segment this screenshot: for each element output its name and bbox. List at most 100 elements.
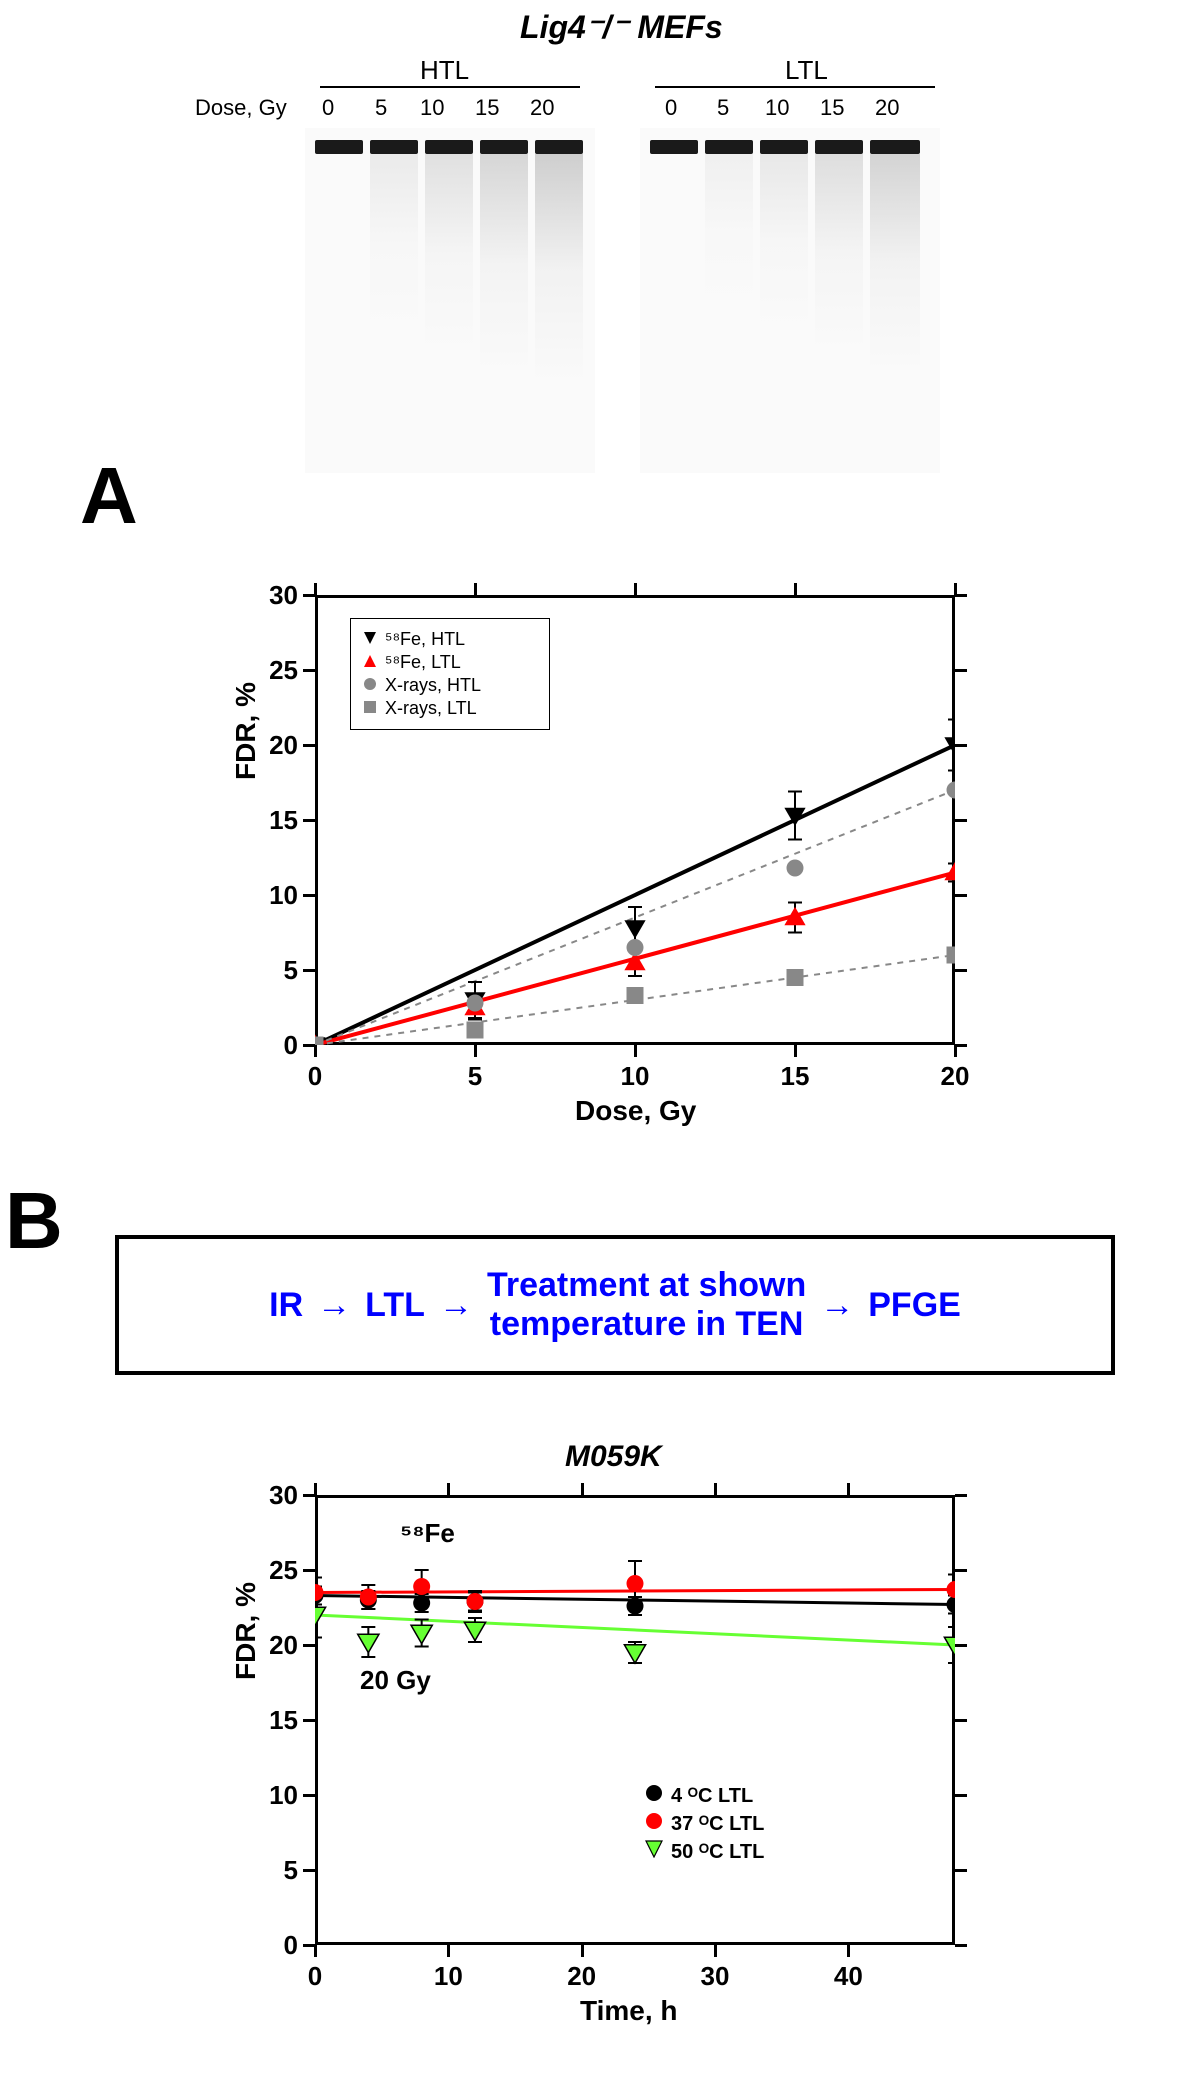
chart-b-annotation-dose: 20 Gy — [360, 1665, 431, 1696]
chart-a-legend: ⁵⁸Fe, HTL⁵⁸Fe, LTLX-rays, HTLX-rays, LTL — [350, 618, 550, 730]
gel-smear — [705, 154, 753, 314]
chart-b-annotation-fe: ⁵⁸Fe — [400, 1518, 455, 1549]
gel-dose-4: 20 — [530, 95, 554, 121]
x-tick-label: 40 — [833, 1961, 863, 1992]
legend-label: X-rays, HTL — [385, 675, 481, 696]
gel-smear — [480, 154, 528, 374]
gel-dose-6: 5 — [717, 95, 729, 121]
y-tick-label: 5 — [260, 1855, 298, 1886]
workflow-step-ir: IR — [269, 1286, 303, 1325]
gel-smear — [815, 154, 863, 354]
workflow-text: IR → LTL → Treatment at showntemperature… — [269, 1266, 961, 1344]
y-tick-label: 0 — [260, 1030, 298, 1061]
x-tick-label: 5 — [460, 1061, 490, 1092]
arrow-icon: → — [317, 1286, 351, 1325]
gel-dose-7: 10 — [765, 95, 789, 121]
gel-band — [425, 140, 473, 154]
chart-b-title: M059K — [565, 1440, 662, 1474]
gel-band — [870, 140, 920, 154]
y-tick-label: 10 — [260, 880, 298, 911]
workflow-step-ltl: LTL — [365, 1286, 425, 1325]
y-tick-label: 15 — [260, 805, 298, 836]
legend-item: 37 ᴼC LTL — [645, 1812, 764, 1836]
gel-dose-5: 0 — [665, 95, 677, 121]
legend-item: X-rays, LTL — [363, 698, 537, 719]
gel-group-ltl: LTL — [785, 55, 828, 86]
gel-dose-1: 5 — [375, 95, 387, 121]
gel-group-line-ltl — [655, 86, 935, 88]
x-tick-label: 10 — [433, 1961, 463, 1992]
x-tick-label: 30 — [700, 1961, 730, 1992]
legend-label: 4 ᴼC LTL — [671, 1785, 753, 1808]
legend-marker-icon — [645, 1840, 663, 1864]
chart-b-xlabel: Time, h — [580, 1995, 678, 2027]
legend-marker-icon — [363, 652, 377, 673]
y-tick-label: 25 — [260, 1555, 298, 1586]
y-tick-label: 25 — [260, 655, 298, 686]
legend-label: X-rays, LTL — [385, 698, 477, 719]
x-tick-label: 15 — [780, 1061, 810, 1092]
x-tick-label: 0 — [300, 1961, 330, 1992]
gel-smear — [535, 154, 583, 384]
panel-b-letter: B — [5, 1175, 63, 1267]
gel-group-line-htl — [320, 86, 580, 88]
legend-label: ⁵⁸Fe, HTL — [385, 629, 465, 650]
y-tick-label: 30 — [260, 1480, 298, 1511]
workflow-step-pfge: PFGE — [868, 1286, 961, 1325]
gel-smear — [370, 154, 418, 334]
gel-band — [650, 140, 698, 154]
gel-band — [535, 140, 583, 154]
gel-image-htl — [305, 128, 595, 473]
gel-band — [705, 140, 753, 154]
legend-marker-icon — [645, 1812, 663, 1836]
y-tick-label: 0 — [260, 1930, 298, 1961]
arrow-icon: → — [439, 1286, 473, 1325]
gel-smear — [760, 154, 808, 334]
x-tick-label: 0 — [300, 1061, 330, 1092]
legend-marker-icon — [645, 1784, 663, 1808]
gel-image-ltl — [640, 128, 940, 473]
gel-band — [370, 140, 418, 154]
y-tick-label: 20 — [260, 1630, 298, 1661]
gel-band — [315, 140, 363, 154]
gel-title: Lig4⁻/⁻ MEFs — [520, 8, 723, 46]
panel-a-letter: A — [80, 450, 138, 542]
y-tick-label: 30 — [260, 580, 298, 611]
gel-band — [760, 140, 808, 154]
gel-dose-2: 10 — [420, 95, 444, 121]
legend-item: 4 ᴼC LTL — [645, 1784, 764, 1808]
gel-title-text: Lig4⁻/⁻ MEFs — [520, 9, 723, 45]
legend-label: 37 ᴼC LTL — [671, 1813, 764, 1836]
legend-item: X-rays, HTL — [363, 675, 537, 696]
arrow-icon: → — [820, 1286, 854, 1325]
chart-a-ylabel: FDR, % — [230, 682, 262, 780]
legend-marker-icon — [363, 629, 377, 650]
y-tick-label: 10 — [260, 1780, 298, 1811]
gel-group-htl: HTL — [420, 55, 469, 86]
x-tick-label: 10 — [620, 1061, 650, 1092]
x-tick-label: 20 — [940, 1061, 970, 1092]
legend-item: ⁵⁸Fe, HTL — [363, 629, 537, 650]
legend-label: 50 ᴼC LTL — [671, 1841, 764, 1864]
gel-smear — [870, 154, 920, 374]
gel-band — [480, 140, 528, 154]
chart-a-xlabel: Dose, Gy — [575, 1095, 696, 1127]
y-tick-label: 20 — [260, 730, 298, 761]
gel-dose-3: 15 — [475, 95, 499, 121]
y-tick-label: 5 — [260, 955, 298, 986]
chart-b-ylabel: FDR, % — [230, 1582, 262, 1680]
x-tick-label: 20 — [567, 1961, 597, 1992]
chart-b-legend: 4 ᴼC LTL 37 ᴼC LTL 50 ᴼC LTL — [645, 1780, 764, 1868]
legend-marker-icon — [363, 698, 377, 719]
workflow-step-treatment: Treatment at showntemperature in TEN — [487, 1266, 806, 1344]
legend-label: ⁵⁸Fe, LTL — [385, 652, 461, 673]
gel-dose-label: Dose, Gy — [195, 95, 287, 121]
y-tick-label: 15 — [260, 1705, 298, 1736]
chart-b-svg — [315, 1495, 955, 1945]
workflow-box: IR → LTL → Treatment at showntemperature… — [115, 1235, 1115, 1375]
gel-dose-8: 15 — [820, 95, 844, 121]
gel-dose-0: 0 — [322, 95, 334, 121]
gel-smear — [425, 154, 473, 354]
legend-item: ⁵⁸Fe, LTL — [363, 652, 537, 673]
gel-band — [815, 140, 863, 154]
